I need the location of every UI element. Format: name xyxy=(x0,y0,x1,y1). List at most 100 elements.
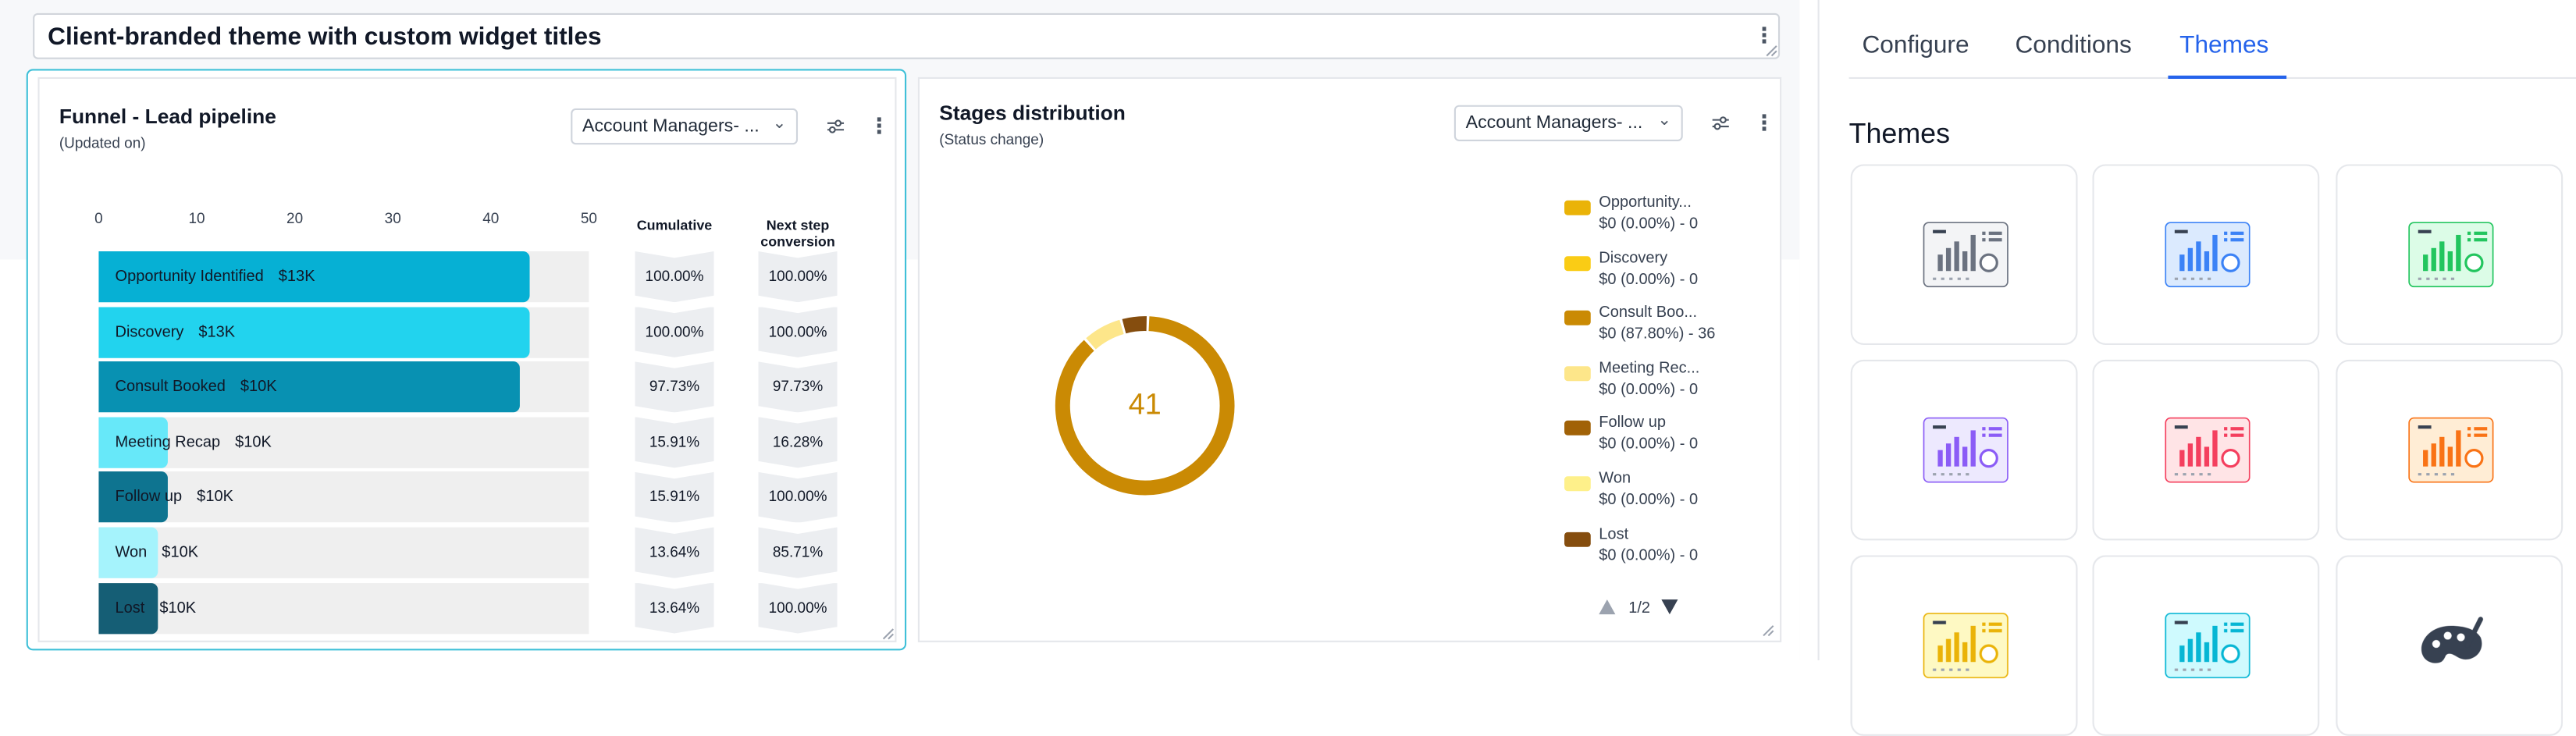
cumulative-cell: 97.73% xyxy=(635,361,713,412)
legend-value: $0 (0.00%) - 0 xyxy=(1599,215,1699,233)
tab-configure[interactable]: Configure xyxy=(1862,30,1969,59)
stage-name: Lost xyxy=(115,599,145,617)
stage-name: Follow up xyxy=(115,488,183,507)
theme-card-green-theme[interactable] xyxy=(2336,164,2564,345)
legend-pagination: 1/2 xyxy=(1628,599,1651,618)
stages-resize-icon[interactable] xyxy=(1762,624,1775,638)
theme-card-neutral-theme[interactable] xyxy=(1850,164,2078,345)
sliders-icon[interactable] xyxy=(1711,113,1731,133)
funnel-bar-label: Discovery $13K xyxy=(116,323,236,341)
legend-value: $0 (0.00%) - 0 xyxy=(1599,546,1699,565)
legend-value: $0 (87.80%) - 36 xyxy=(1599,325,1716,344)
title-more-icon[interactable]: ⋮ xyxy=(1753,23,1775,48)
stages-filter-select[interactable]: Account Managers- ... ⌄ xyxy=(1453,105,1683,141)
next-step-cell: 97.73% xyxy=(758,361,837,412)
funnel-bar-label: Follow up $10K xyxy=(116,489,233,507)
axis-tick: 20 xyxy=(286,210,304,227)
cumulative-cell: 13.64% xyxy=(635,582,713,633)
theme-card-cyan-theme[interactable] xyxy=(2092,555,2320,736)
donut-center-value: 41 xyxy=(1128,387,1162,421)
stage-amount: $10K xyxy=(240,378,277,396)
donut-slice[interactable] xyxy=(1055,316,1235,496)
theme-card-rose-theme[interactable] xyxy=(2092,359,2320,541)
title-resize-icon[interactable] xyxy=(1765,44,1778,58)
cumulative-cell: 100.00% xyxy=(635,307,713,357)
theme-card-custom-theme[interactable] xyxy=(2336,555,2564,736)
axis-tick: 40 xyxy=(482,210,500,227)
theme-card-purple-theme[interactable] xyxy=(1850,359,2078,541)
tab-conditions[interactable]: Conditions xyxy=(2015,30,2132,59)
sliders-icon[interactable] xyxy=(826,116,845,136)
legend-swatch xyxy=(1564,365,1591,381)
legend-name: Lost xyxy=(1599,524,1629,543)
theme-preview-icon xyxy=(2165,222,2250,288)
funnel-bar-label: Meeting Recap $10K xyxy=(116,433,272,451)
funnel-resize-icon[interactable] xyxy=(882,628,895,641)
legend-name: Won xyxy=(1599,469,1631,489)
next-step-cell: 16.28% xyxy=(758,417,837,468)
theme-card-orange-theme[interactable] xyxy=(2336,359,2564,541)
donut-slice[interactable] xyxy=(1122,316,1147,334)
legend-page-up-icon[interactable] xyxy=(1597,598,1617,616)
theme-card-yellow-theme[interactable] xyxy=(1850,555,2078,736)
donut-slice[interactable] xyxy=(1086,319,1124,350)
stage-amount: $10K xyxy=(235,433,272,452)
stage-name: Won xyxy=(115,543,148,562)
funnel-bar[interactable] xyxy=(98,582,158,634)
funnel-bar-label: Consult Booked $10K xyxy=(116,378,277,396)
funnel-bar[interactable] xyxy=(98,417,168,468)
legend-swatch xyxy=(1564,476,1591,492)
axis-tick: 10 xyxy=(188,210,205,227)
funnel-bar[interactable] xyxy=(98,306,531,357)
funnel-bar-track xyxy=(98,417,589,468)
funnel-bar[interactable] xyxy=(98,527,158,578)
funnel-more-icon[interactable]: ⋮ xyxy=(868,113,891,138)
cumulative-cell: 100.00% xyxy=(635,251,713,302)
legend-name: Opportunity... xyxy=(1599,194,1692,212)
stages-widget-subtitle: (Status change) xyxy=(939,131,1044,148)
legend-swatch xyxy=(1564,200,1591,215)
tab-themes[interactable]: Themes xyxy=(2179,30,2269,59)
axis-tick: 50 xyxy=(580,210,597,227)
funnel-widget[interactable]: Funnel - Lead pipeline (Updated on) Acco… xyxy=(26,69,907,651)
legend-name: Consult Boo... xyxy=(1599,304,1698,322)
next-step-cell: 100.00% xyxy=(758,307,837,357)
legend-swatch xyxy=(1564,255,1591,271)
theme-preview-icon xyxy=(1923,613,2008,678)
stage-name: Consult Booked xyxy=(115,378,226,396)
funnel-bar-label: Won $10K xyxy=(116,544,199,562)
funnel-bar[interactable] xyxy=(98,361,521,413)
dashboard-title-input[interactable]: Client-branded theme with custom widget … xyxy=(33,12,1781,59)
stages-widget[interactable]: Stages distribution (Status change) Acco… xyxy=(917,76,1782,642)
legend-name: Discovery xyxy=(1599,249,1668,268)
funnel-filter-value: Account Managers- ... xyxy=(582,116,760,137)
legend-page-down-icon[interactable] xyxy=(1660,598,1679,616)
cumulative-header: Cumulative xyxy=(636,216,713,233)
theme-preview-icon xyxy=(1923,417,2008,483)
cumulative-cell: 13.64% xyxy=(635,528,713,578)
stage-amount: $10K xyxy=(162,543,199,562)
legend-swatch xyxy=(1564,311,1591,326)
theme-preview-icon xyxy=(1923,222,2008,288)
legend-swatch xyxy=(1564,532,1591,546)
theme-card-blue-theme[interactable] xyxy=(2092,164,2320,345)
next-step-cell: 85.71% xyxy=(758,528,837,578)
legend-value: $0 (0.00%) - 0 xyxy=(1599,380,1699,399)
stages-filter-value: Account Managers- ... xyxy=(1465,113,1643,133)
palette-icon xyxy=(2421,617,2483,663)
funnel-bar-track xyxy=(98,527,589,578)
funnel-widget-subtitle: (Updated on) xyxy=(59,134,146,151)
funnel-widget-title: Funnel - Lead pipeline xyxy=(59,105,276,129)
legend-value: $0 (0.00%) - 0 xyxy=(1599,491,1699,510)
legend-value: $0 (0.00%) - 0 xyxy=(1599,436,1699,454)
stages-more-icon[interactable]: ⋮ xyxy=(1753,110,1775,135)
theme-preview-icon xyxy=(2408,222,2494,288)
stage-amount: $10K xyxy=(159,599,197,617)
stages-widget-title: Stages distribution xyxy=(939,101,1126,125)
next-step-cell: 100.00% xyxy=(758,472,837,523)
funnel-filter-select[interactable]: Account Managers- ... ⌄ xyxy=(571,108,799,145)
dashboard-title: Client-branded theme with custom widget … xyxy=(48,23,602,52)
funnel-bar[interactable] xyxy=(98,471,168,524)
funnel-bar[interactable] xyxy=(98,251,531,303)
cumulative-cell: 15.91% xyxy=(635,417,713,468)
